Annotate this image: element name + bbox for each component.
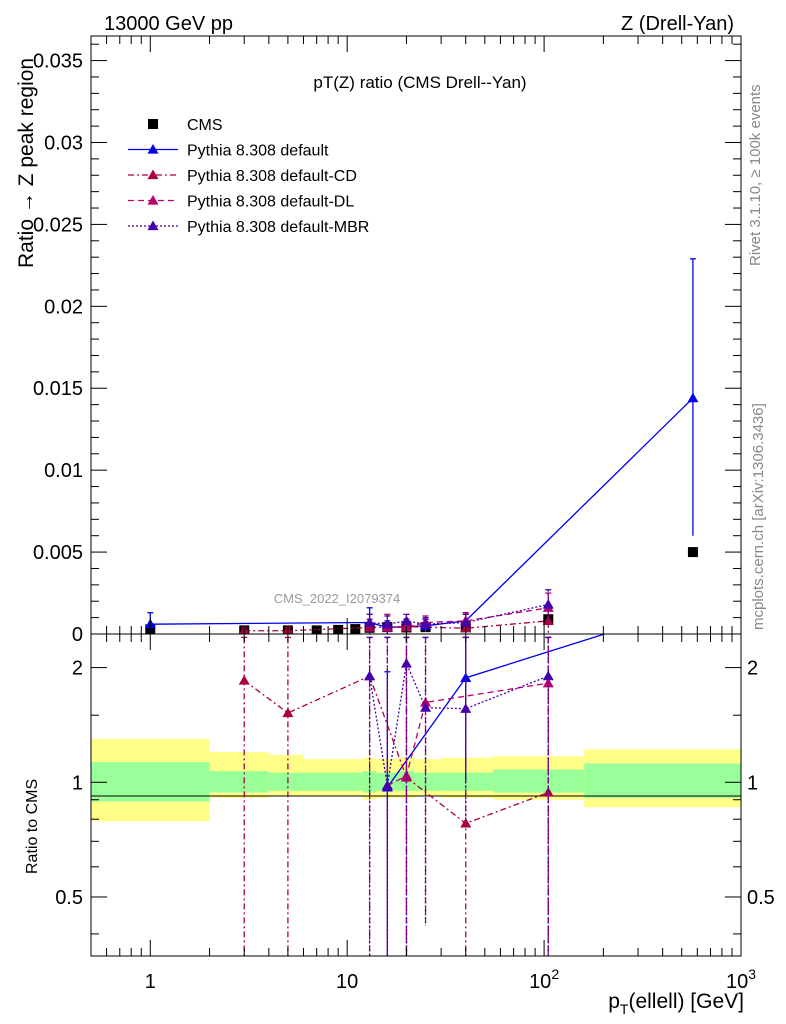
ratio-cd-point-0: [238, 674, 250, 685]
main-y-tick-label-2: 0.01: [44, 460, 83, 482]
legend-default-marker: [147, 144, 159, 154]
main-cms-point-5: [350, 624, 361, 634]
ratio-y-tick-label-1: 1: [72, 772, 83, 794]
main-mbr-point-4: [460, 617, 472, 627]
ratio-cd-point-4: [460, 817, 472, 828]
legend-default-label: Pythia 8.308 default: [187, 143, 329, 160]
band-inner-10: [584, 763, 741, 798]
mcplots-label: mcplots.cern.ch [arXiv:1306.3436]: [750, 403, 767, 630]
rivet-label: Rivet 3.1.10, ≥ 100k events: [747, 84, 764, 266]
band-inner-7: [414, 772, 442, 791]
main-mbr-point-0: [364, 617, 376, 627]
ratio-mbr-point-5: [542, 670, 554, 681]
main-default-point-5: [687, 392, 699, 403]
band-inner-0: [91, 762, 210, 802]
band-inner-3: [303, 772, 363, 791]
chart-title: pT(Z) ratio (CMS Drell--Yan): [313, 73, 526, 92]
ratio-y-axis-label: Ratio to CMS: [24, 779, 41, 874]
main-y-tick-label-0: 0: [72, 624, 83, 646]
main-cms-point-12: [687, 547, 698, 558]
band-inner-2: [268, 772, 304, 791]
ratio-cd-line: [243, 675, 549, 825]
ratio-cd-point-1: [282, 707, 294, 718]
main-mbr-point-1: [381, 618, 393, 629]
legend-cd-label: Pythia 8.308 default-CD: [187, 168, 357, 185]
main-y-tick-label-4: 0.02: [44, 296, 83, 318]
ratio-y-tick-label-right-1: 1: [747, 772, 758, 794]
x-axis-label: pT(ellell) [GeV]: [608, 990, 744, 1017]
ratio-y-tick-label-2: 2: [72, 658, 83, 680]
legend: CMS Pythia 8.308 default Pythia 8.308 defa…: [128, 117, 369, 236]
band-inner-1: [209, 771, 269, 793]
main-dl-line: [387, 607, 549, 629]
legend-cms-marker: [148, 119, 158, 129]
main-mbr-point-3: [420, 618, 432, 629]
x-tick-label-2: 102: [529, 966, 559, 993]
main-y-tick-label-3: 0.015: [33, 378, 83, 400]
ratio-default-point-1: [460, 672, 472, 682]
watermark: CMS_2022_I2079374: [274, 591, 401, 606]
ratio-mbr-point-2: [400, 657, 412, 668]
legend-mbr-label: Pythia 8.308 default-MBR: [187, 219, 369, 236]
main-cd-point-5: [542, 615, 554, 626]
ratio-default-point-2: [687, 601, 698, 611]
legend-cd-marker: [147, 169, 159, 180]
band-inner-9: [492, 769, 585, 793]
ratio-y-tick-label-right-2: 2: [747, 658, 758, 680]
header-left: 13000 GeV pp: [104, 13, 233, 35]
legend-dl-label: Pythia 8.308 default-DL: [187, 194, 354, 211]
legend-mbr-marker: [147, 220, 159, 231]
main-plot: CMS_2022_I2079374 0 0.005 0.01 0.015 0.02 0.0…: [15, 35, 742, 646]
ratio-mbr-point-4: [460, 703, 472, 713]
ratio-y-tick-label-right-0: 0.5: [747, 887, 775, 909]
header-right: Z (Drell-Yan): [621, 13, 734, 35]
ratio-mbr-point-3: [420, 702, 432, 712]
ratio-dl-line: [387, 682, 549, 787]
main-mbr-point-5: [542, 599, 554, 609]
main-default-line: [150, 397, 694, 629]
main-y-tick-label-7: 0.035: [33, 51, 83, 73]
main-y-tick-label-5: 0.025: [33, 214, 83, 236]
main-mbr-point-2: [400, 615, 412, 626]
x-tick-label-3: 103: [726, 966, 756, 993]
ratio-mbr-point-0: [364, 670, 376, 681]
ratio-plot-frame: [90, 633, 742, 957]
ratio-mbr-line: [368, 661, 549, 786]
ratio-y-tick-label-0: 0.5: [55, 887, 83, 909]
band-inner-8: [441, 772, 493, 791]
x-tick-label-1: 10: [336, 971, 358, 993]
legend-cms-label: CMS: [187, 117, 223, 134]
ratio-mbr-point-1: [381, 780, 393, 790]
legend-dl-marker: [147, 195, 159, 205]
ratio-plot: 0.5 0.5 1 1 2 2 1 10 102 103 Ratio to CMS pT(elle…: [24, 601, 775, 1017]
main-y-tick-label-1: 0.005: [33, 542, 83, 564]
y-axis-label: Ratio → Z peak region: [15, 58, 38, 268]
main-y-tick-label-6: 0.03: [44, 132, 83, 154]
x-tick-label-0: 1: [145, 971, 156, 993]
